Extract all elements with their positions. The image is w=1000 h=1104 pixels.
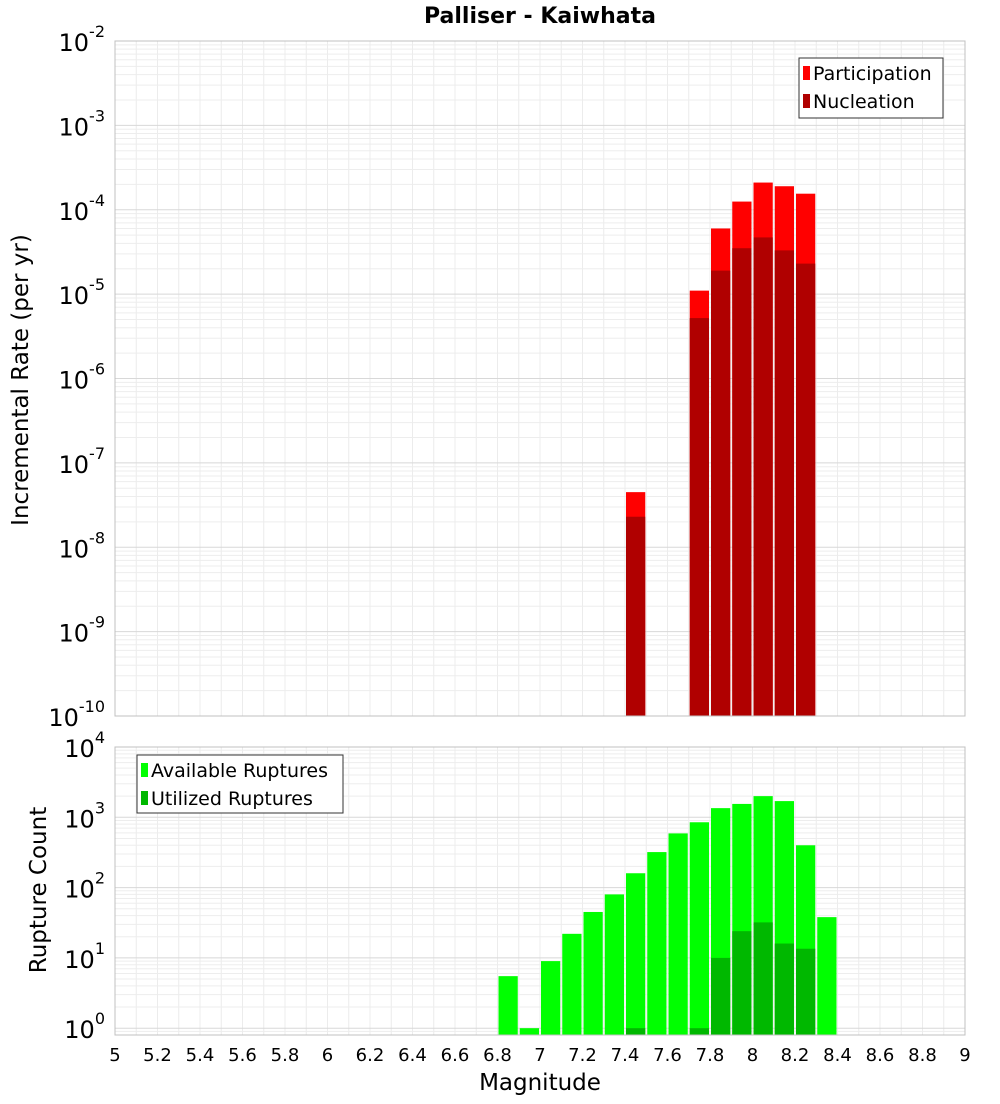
legend-box [798,57,944,119]
x-tick-label: 7.4 [611,1045,640,1066]
x-tick-label: 9 [959,1045,970,1066]
legend-swatch [141,791,148,805]
y-tick-label: 10-10 [48,697,105,732]
bar-primary [541,961,561,1035]
y-tick-label: 102 [64,869,105,904]
bar-secondary [626,1028,646,1035]
y-tick-label: 103 [64,798,105,833]
x-tick-label: 7.8 [696,1045,725,1066]
bar-secondary [689,318,709,716]
legend-swatch [803,94,810,108]
plot-frame [114,40,966,717]
y-tick-label: 10-5 [59,275,106,310]
bar-secondary [796,263,816,716]
x-tick-label: 5.8 [271,1045,300,1066]
legend-entry: Participation [813,63,932,85]
y-tick-label: 10-4 [59,191,106,226]
y-tick-label: 100 [64,1009,105,1044]
bar-primary [626,873,646,1035]
bar-secondary [689,1028,709,1035]
legend-swatch [803,66,810,80]
x-tick-label: 6 [322,1045,333,1066]
bar-secondary [732,931,752,1035]
y-tick-label: 104 [64,728,105,763]
bar-primary [817,917,837,1035]
x-tick-label: 7 [534,1045,545,1066]
legend: Available Ruptures Utilized Ruptures [136,754,344,814]
x-tick-label: 8.4 [823,1045,852,1066]
x-tick-label: 6.6 [441,1045,470,1066]
x-tick-label: 7.2 [568,1045,597,1066]
x-tick-label: 5.6 [228,1045,257,1066]
bar-secondary [753,237,773,716]
bar-primary [498,976,518,1035]
legend-box [136,754,344,814]
bar-secondary [774,943,794,1035]
y-tick-label: 101 [64,939,105,974]
bar-primary [604,894,624,1035]
chart-panel-1: 100 101 102 103 104 5 5.2 5.4 5.6 5.8 6 6.2 6.4 6.6 6.… [64,728,970,1066]
x-tick-label: 8.8 [908,1045,937,1066]
legend: Participation Nucleation [798,57,944,119]
bottom-y-axis-label: Rupture Count [26,807,52,973]
legend-entry: Available Ruptures [151,760,328,782]
bar-primary [689,822,709,1035]
x-tick-label: 6.8 [483,1045,512,1066]
x-tick-label: 5 [109,1045,120,1066]
x-tick-label: 8.6 [866,1045,895,1066]
chart-title: Palliser - Kaiwhata [424,4,656,29]
legend-entry: Nucleation [813,91,915,113]
y-tick-label: 10-8 [59,528,106,563]
bar-secondary [796,948,816,1035]
x-axis-label: Magnitude [479,1070,601,1096]
bar-primary [562,933,582,1035]
x-tick-label: 5.2 [143,1045,172,1066]
plot-frame [114,746,966,1036]
y-tick-label: 10-2 [59,22,106,57]
x-tick-label: 7.6 [653,1045,682,1066]
bar-secondary [711,957,731,1035]
bar-secondary [732,248,752,717]
x-tick-label: 5.4 [186,1045,215,1066]
legend-swatch [141,763,148,777]
bar-secondary [753,922,773,1035]
x-tick-label: 6.2 [356,1045,385,1066]
bar-secondary [711,270,731,716]
chart-panel-0: 10-10 10-9 10-8 10-7 10-6 10-5 10-4 10-3 10-2 Par… [48,22,966,732]
bar-secondary [774,250,794,717]
x-tick-label: 8.2 [781,1045,810,1066]
y-tick-label: 10-7 [59,444,106,479]
legend-entry: Utilized Ruptures [151,788,313,810]
bar-primary [647,852,667,1035]
top-y-axis-label: Incremental Rate (per yr) [8,234,34,526]
bar-primary [519,1028,539,1035]
bar-primary [668,833,688,1035]
bar-primary [583,911,603,1035]
x-tick-label: 8 [747,1045,758,1066]
y-tick-label: 10-3 [59,106,106,141]
bar-secondary [626,516,646,716]
y-tick-label: 10-6 [59,360,106,395]
x-tick-label: 6.4 [398,1045,427,1066]
y-tick-label: 10-9 [59,613,106,648]
